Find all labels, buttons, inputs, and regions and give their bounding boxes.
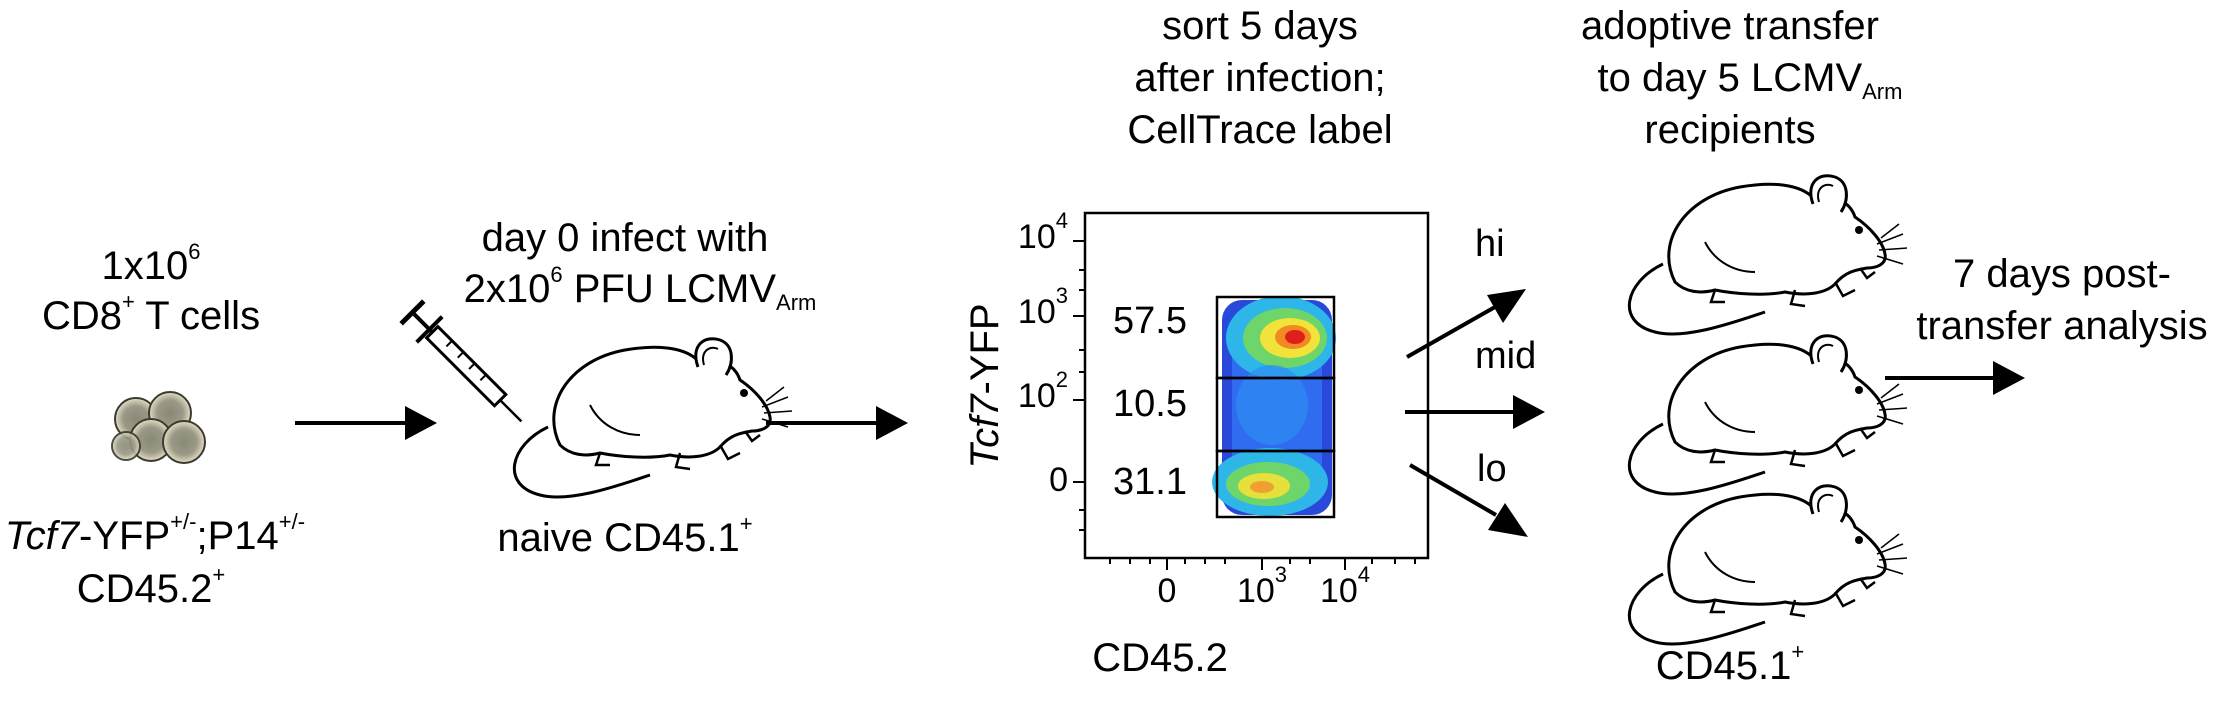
x-tick-10e3: 103: [1236, 562, 1288, 611]
sort-line3: CellTrace label: [1127, 108, 1393, 152]
donor-genotype: Tcf7-YFP+/-;P14+/-: [4, 509, 306, 559]
naive-recipient-label: naive CD45.1+: [497, 511, 753, 561]
recipient-mouse-icon-lo: [1627, 484, 1909, 646]
sort-arrow-hi: [1406, 289, 1526, 359]
cell-type: CD8+ T cells: [41, 289, 261, 339]
y-tick-10e2: 102: [1017, 367, 1068, 416]
infection-line2: 2x106 PFU LCMVArm: [463, 262, 817, 315]
cell-count: 1x106: [101, 239, 201, 289]
sort-line2: after infection;: [1134, 56, 1386, 100]
x-axis-label: CD45.2: [1092, 636, 1228, 680]
y-tick-0: 0: [1049, 461, 1068, 499]
sort-arrow-mid: [1405, 395, 1545, 429]
y-tick-10e4: 104: [1017, 208, 1068, 257]
gate-percent-lo: 31.1: [1113, 461, 1187, 503]
arrow-5: [1885, 361, 2025, 395]
recipient-mouse-icon-mid: [1627, 334, 1909, 496]
recipient-marker: CD45.1+: [1655, 639, 1805, 689]
flow-plot: [1073, 211, 1430, 570]
infection-line1: day 0 infect with: [481, 216, 769, 260]
y-tick-10e3: 103: [1017, 283, 1068, 332]
gate-name-mid: mid: [1475, 335, 1537, 377]
flow-density: [1212, 296, 1336, 516]
gate-percent-hi: 57.5: [1113, 300, 1187, 342]
arrow-1: [295, 406, 437, 440]
sort-line1: sort 5 days: [1162, 4, 1358, 48]
gate-percent-mid: 10.5: [1113, 383, 1187, 425]
syringe-icon: [399, 299, 523, 423]
arrow-2: [766, 406, 908, 440]
gate-name-lo: lo: [1477, 448, 1507, 490]
transfer-line2: to day 5 LCMVArm: [1597, 56, 1903, 104]
analysis-line2: transfer analysis: [1916, 304, 2208, 348]
sort-arrow-lo: [1408, 463, 1528, 537]
x-tick-0: 0: [1157, 572, 1177, 610]
recipient-mouse-icon-hi: [1627, 174, 1909, 336]
transfer-line1: adoptive transfer: [1581, 4, 1879, 48]
naive-mouse-icon: [512, 337, 794, 499]
donor-marker: CD45.2+: [76, 562, 226, 612]
transfer-line3: recipients: [1644, 108, 1816, 152]
gate-name-hi: hi: [1475, 223, 1505, 265]
analysis-line1: 7 days post-: [1953, 252, 2171, 296]
x-tick-10e4: 104: [1319, 562, 1371, 611]
cd8-t-cells-icon: [111, 391, 206, 464]
